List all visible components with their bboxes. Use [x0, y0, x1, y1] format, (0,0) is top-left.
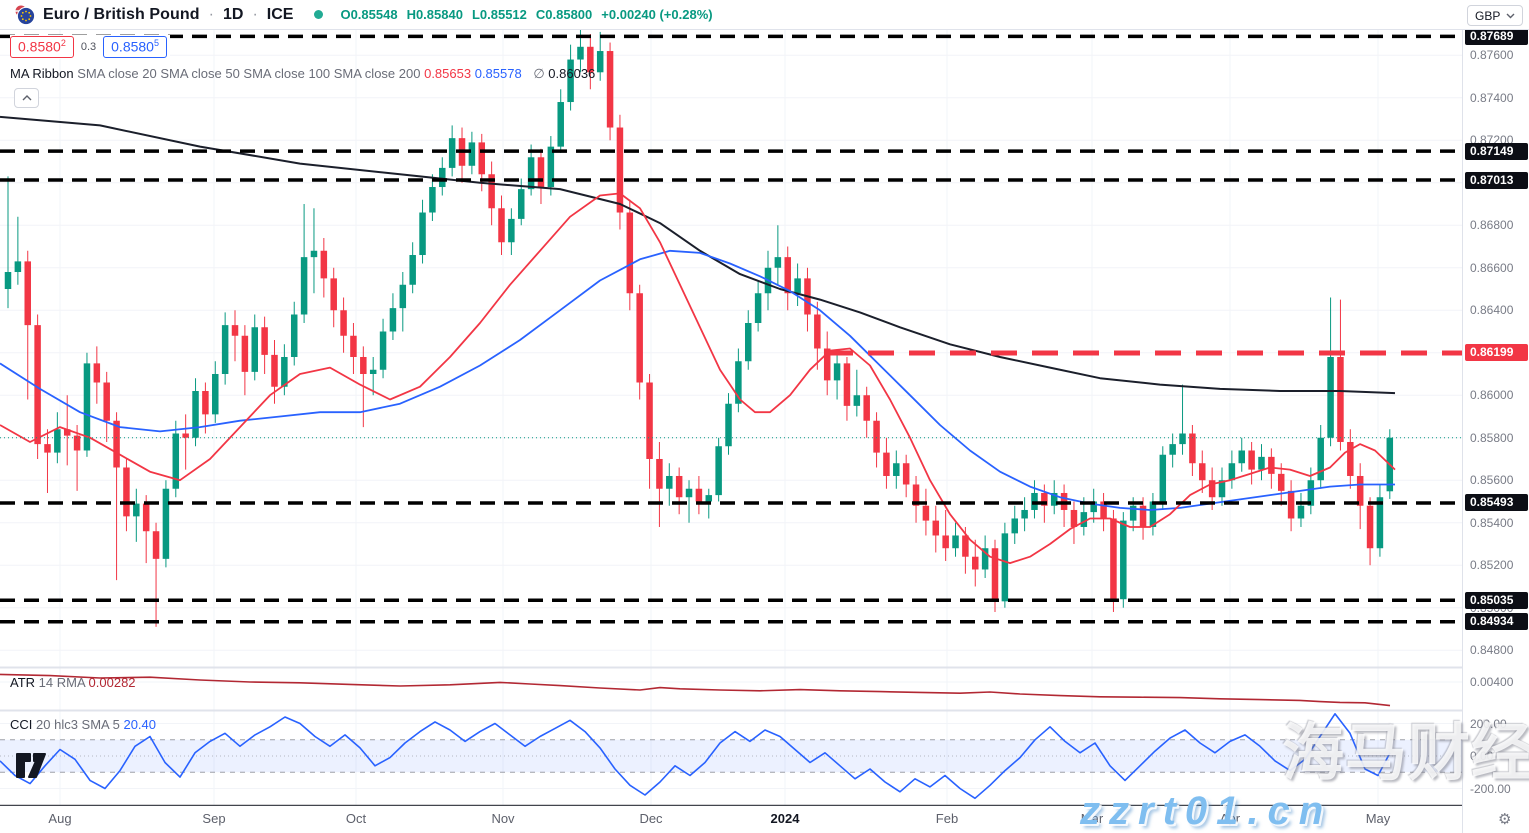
indicator-params: 14 RMA [38, 675, 85, 690]
interval-button[interactable]: 1D [223, 5, 244, 23]
level-price-label: 0.87149 [1465, 142, 1528, 160]
average-value: 0.86036 [548, 66, 596, 81]
level-price-label: 0.87013 [1465, 171, 1528, 189]
price-tick: 0.86000 [1470, 388, 1514, 403]
ohlc-values: O0.85548 H0.85840 L0.85512 C0.85800 +0.0… [340, 7, 712, 22]
level-price-label: 0.85493 [1465, 494, 1528, 512]
level-price-label: 0.86199 [1465, 344, 1528, 362]
close-value: C0.85800 [535, 7, 593, 22]
average-symbol: ∅ [533, 66, 545, 81]
currency-label: GBP [1475, 8, 1501, 23]
exchange-label: ICE [266, 5, 294, 23]
price-tick: 0.86800 [1470, 218, 1514, 233]
quote-bar: 0.85802 0.3 0.85805 [10, 35, 170, 59]
price-scale[interactable]: 0.87600 0.87400 0.87200 0.86800 0.86600 0.864… [1462, 0, 1529, 833]
chevron-down-icon [1506, 13, 1515, 18]
time-axis-label: 2024 [770, 811, 800, 826]
price-tick: 0.86400 [1470, 303, 1514, 318]
spread-value: 0.3 [80, 40, 97, 53]
indicator-name: ATR [10, 675, 36, 690]
open-value: O0.85548 [340, 7, 398, 22]
time-axis-label: May [1365, 811, 1391, 826]
time-axis-label: Feb [935, 811, 959, 826]
price-tick: 0.87600 [1470, 48, 1514, 63]
currency-selector[interactable]: GBP [1467, 5, 1523, 26]
level-price-label: 0.84934 [1465, 613, 1528, 631]
cci-tick: -200.00 [1470, 781, 1511, 796]
time-axis-label: Mar [1080, 811, 1104, 826]
atr-tick: 0.00400 [1470, 675, 1514, 689]
indicator-params: 20 hlc3 SMA 5 [36, 717, 120, 732]
chevron-up-icon [22, 95, 31, 101]
collapse-legend-button[interactable] [14, 88, 39, 108]
currency-pair-icon[interactable] [14, 5, 36, 25]
price-tick: 0.87400 [1470, 90, 1514, 105]
high-value: H0.85840 [406, 7, 463, 22]
indicator-params: SMA close 20 SMA close 50 SMA close 100 … [77, 66, 421, 81]
price-tick: 0.85200 [1470, 558, 1514, 573]
level-price-label: 0.87689 [1465, 27, 1528, 45]
tradingview-logo-icon[interactable] [15, 752, 47, 784]
bid-price-sup: 2 [60, 38, 66, 48]
indicator-name: CCI [10, 717, 33, 732]
change-value: +0.00240 (+0.28%) [601, 7, 713, 22]
cci-tick: 0.00 [1470, 749, 1494, 763]
time-axis-label: Oct [345, 811, 367, 826]
cci-tick: 200.00 [1470, 716, 1507, 731]
market-status-dot-icon[interactable] [314, 10, 324, 19]
gear-icon[interactable]: ⚙ [1498, 810, 1512, 828]
price-tick: 0.84800 [1470, 643, 1514, 658]
price-tick: 0.85800 [1470, 430, 1514, 445]
sma20-value: 0.85653 [424, 66, 472, 81]
level-price-label: 0.85035 [1465, 591, 1528, 609]
cci-legend[interactable]: CCI 20 hlc3 SMA 5 20.40 [10, 717, 156, 732]
time-axis-label: Nov [491, 811, 515, 826]
sell-price-button[interactable]: 0.85802 [10, 36, 74, 58]
indicator-name: MA Ribbon [10, 66, 74, 81]
ask-price: 0.8580 [111, 38, 154, 55]
atr-legend[interactable]: ATR 14 RMA 0.00282 [10, 675, 136, 690]
bid-price: 0.8580 [18, 38, 61, 55]
symbol-title[interactable]: Euro / British Pound [43, 5, 200, 23]
time-axis-label: Sep [202, 811, 226, 826]
time-axis-label: Dec [639, 811, 663, 826]
time-axis-label: Aug [48, 811, 72, 826]
time-axis[interactable]: Aug Sep Oct Nov Dec 2024 Feb Mar Apr May [0, 806, 1462, 833]
cci-value: 20.40 [123, 717, 157, 732]
title-separator: · [252, 5, 258, 23]
title-separator: · [208, 5, 214, 23]
symbol-header: Euro / British Pound · 1D · ICE O0.85548… [0, 0, 1529, 30]
atr-value: 0.00282 [88, 675, 136, 690]
buy-price-button[interactable]: 0.85805 [103, 36, 167, 58]
ask-price-sup: 5 [153, 38, 159, 48]
price-tick: 0.85600 [1470, 473, 1514, 488]
price-tick: 0.86600 [1470, 260, 1514, 275]
low-value: L0.85512 [471, 7, 527, 22]
sma50-value: 0.85578 [474, 66, 522, 81]
time-axis-label: Apr [1219, 811, 1241, 826]
price-tick: 0.85400 [1470, 515, 1514, 530]
ma-ribbon-legend[interactable]: MA Ribbon SMA close 20 SMA close 50 SMA … [10, 66, 595, 82]
